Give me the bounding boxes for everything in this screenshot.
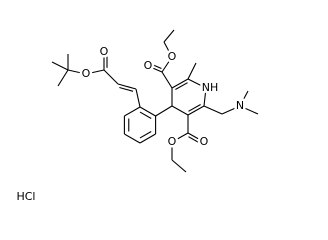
atom-label: O: [168, 50, 177, 63]
bond: [163, 41, 173, 58]
bond: [117, 83, 137, 90]
bond: [139, 111, 152, 119]
bond: [67, 69, 87, 75]
bond: [124, 133, 141, 144]
bond: [155, 105, 173, 117]
bond: [135, 88, 141, 108]
bond: [203, 105, 223, 115]
salt-label: HCl: [16, 190, 35, 203]
bond: [161, 56, 173, 73]
bond: [188, 103, 201, 112]
bond: [187, 62, 197, 80]
bond: [171, 159, 187, 173]
bond: [163, 29, 175, 43]
atom-label: O: [168, 135, 177, 148]
atom-label: NH: [202, 81, 219, 94]
bond: [139, 133, 156, 144]
bond: [188, 136, 201, 145]
bond: [139, 131, 152, 139]
bond: [57, 69, 69, 87]
bond: [171, 132, 189, 143]
bond: [221, 105, 241, 115]
bond: [85, 69, 105, 75]
bond: [147, 65, 163, 73]
bond: [161, 71, 173, 89]
bond: [187, 105, 205, 116]
atom-label: O: [82, 67, 91, 80]
atom-label: N: [236, 99, 244, 112]
bond: [239, 105, 259, 115]
bond: [239, 90, 249, 107]
bond: [175, 82, 188, 91]
bond: [171, 78, 189, 89]
atom-label: O: [200, 135, 209, 148]
atom-label: O: [100, 45, 109, 58]
bond: [139, 106, 156, 117]
bond: [103, 69, 119, 85]
atom-label: O: [144, 59, 153, 72]
bond: [119, 86, 134, 92]
bond: [124, 106, 141, 117]
bond: [51, 61, 69, 71]
bond: [150, 63, 162, 70]
bond: [203, 87, 207, 107]
bond: [187, 132, 205, 143]
bonds: [51, 29, 259, 173]
bond: [187, 78, 207, 89]
bond: [171, 105, 189, 116]
